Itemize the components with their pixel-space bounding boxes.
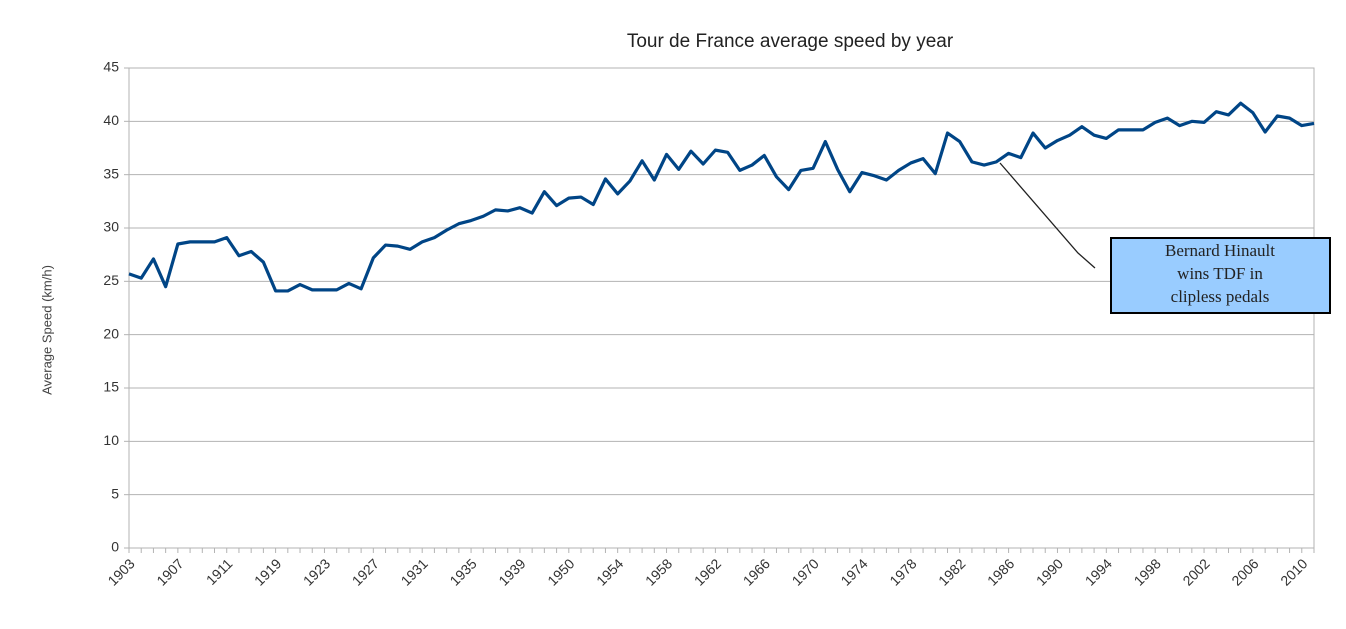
x-tick-label: 1950 bbox=[544, 555, 577, 588]
y-tick-label: 25 bbox=[103, 272, 119, 288]
annotation-leader bbox=[999, 162, 1096, 269]
y-tick-label: 0 bbox=[111, 539, 119, 555]
annotation-text: Bernard Hinault bbox=[1165, 241, 1275, 260]
annotation-text: clipless pedals bbox=[1171, 287, 1270, 306]
line-series bbox=[128, 101, 1315, 293]
x-tick-label: 1927 bbox=[349, 555, 382, 588]
x-tick-label: 1962 bbox=[691, 555, 724, 588]
x-tick-label: 2010 bbox=[1277, 555, 1310, 588]
x-tick-label: 1986 bbox=[984, 555, 1017, 588]
x-tick-label: 1970 bbox=[789, 555, 822, 588]
x-tick-label: 1982 bbox=[935, 555, 968, 588]
annotation-box bbox=[1110, 237, 1331, 314]
chart-title: Tour de France average speed by year bbox=[627, 31, 954, 52]
y-tick-label: 30 bbox=[103, 219, 119, 235]
x-tick-label: 1990 bbox=[1033, 555, 1066, 588]
x-tick-label: 1966 bbox=[740, 555, 773, 588]
x-tick-label: 1919 bbox=[251, 555, 284, 588]
x-tick-label: 1907 bbox=[153, 555, 186, 588]
y-tick-label: 20 bbox=[103, 325, 119, 341]
x-tick-label: 1923 bbox=[300, 555, 333, 588]
x-tick-label: 1998 bbox=[1131, 555, 1164, 588]
x-tick-label: 1911 bbox=[203, 555, 236, 588]
y-tick-label: 5 bbox=[111, 485, 119, 501]
y-tick-label: 35 bbox=[103, 165, 119, 181]
x-tick-label: 1931 bbox=[398, 555, 431, 588]
x-tick-label: 1974 bbox=[837, 555, 870, 588]
x-tick-label: 2006 bbox=[1228, 555, 1261, 588]
x-tick-label: 1978 bbox=[886, 555, 919, 588]
y-tick-label: 40 bbox=[103, 112, 119, 128]
x-tick-label: 2002 bbox=[1179, 555, 1212, 588]
annotation-text: wins TDF in bbox=[1177, 264, 1263, 283]
y-tick-label: 10 bbox=[103, 432, 119, 448]
x-tick-label: 1939 bbox=[495, 555, 528, 588]
y-tick-label: 15 bbox=[103, 379, 119, 395]
x-tick-label: 1994 bbox=[1082, 555, 1115, 588]
x-tick-label: 1935 bbox=[446, 555, 479, 588]
y-axis-title: Average Speed (km/h) bbox=[39, 265, 54, 395]
x-tick-label: 1954 bbox=[593, 555, 626, 588]
y-tick-label: 45 bbox=[103, 59, 119, 75]
x-tick-label: 1903 bbox=[104, 555, 137, 588]
x-tick-label: 1958 bbox=[642, 555, 675, 588]
